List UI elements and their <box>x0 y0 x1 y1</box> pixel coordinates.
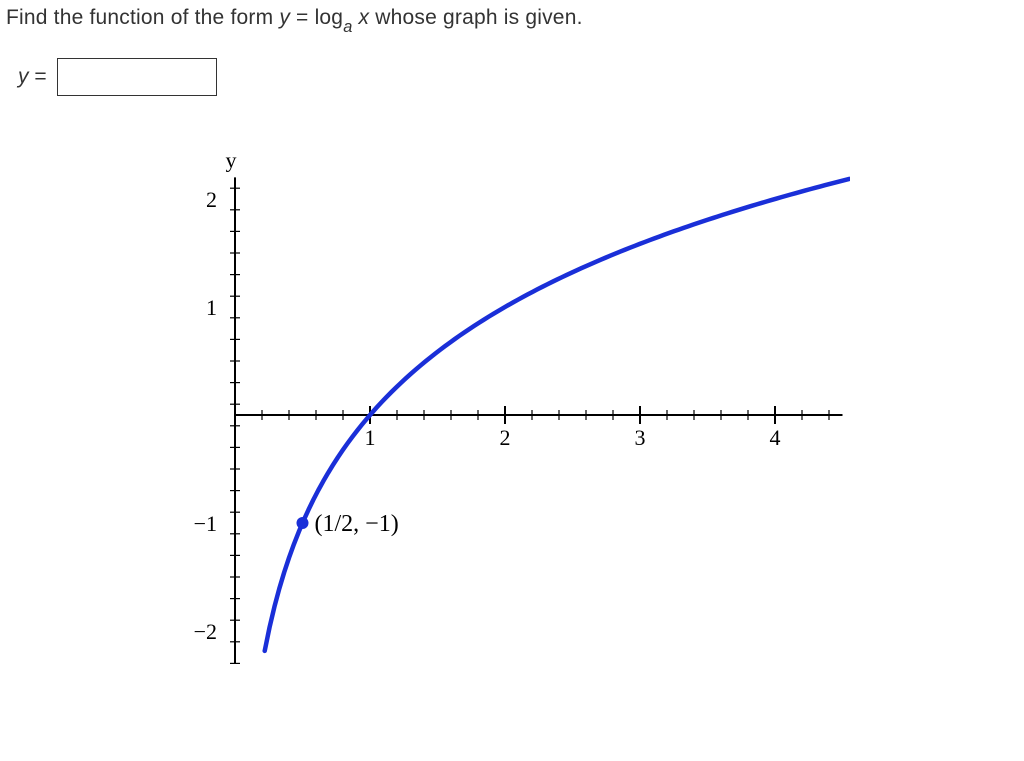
y-tick-label: −2 <box>194 619 217 644</box>
q-sub: a <box>343 18 352 36</box>
q-y: y <box>279 6 290 29</box>
q-x: x <box>353 6 370 29</box>
q-eq: = <box>290 6 315 29</box>
ans-y: y <box>18 65 29 88</box>
marked-point-label: (1/2, −1) <box>315 511 399 537</box>
x-tick-label: 2 <box>500 425 511 450</box>
x-tick-label: 3 <box>635 425 646 450</box>
y-tick-label: −1 <box>194 511 217 536</box>
q-log: log <box>315 6 344 29</box>
question-text: Find the function of the form y = loga x… <box>6 6 583 34</box>
y-axis-label: y <box>226 147 237 172</box>
answer-input[interactable] <box>57 58 217 96</box>
x-tick-label: 1 <box>365 425 376 450</box>
answer-label: y = <box>18 65 47 89</box>
log-chart: 123421−1−2xy(1/2, −1) <box>150 140 850 700</box>
y-tick-label: 1 <box>206 295 217 320</box>
x-tick-label: 4 <box>770 425 781 450</box>
q-suffix: whose graph is given. <box>369 6 582 29</box>
answer-row: y = <box>18 58 217 96</box>
ans-eq: = <box>29 65 47 88</box>
page: Find the function of the form y = loga x… <box>0 0 1024 761</box>
y-tick-label: 2 <box>206 187 217 212</box>
chart-svg: 123421−1−2xy(1/2, −1) <box>150 140 850 700</box>
marked-point <box>297 517 309 529</box>
q-prefix: Find the function of the form <box>6 6 279 29</box>
